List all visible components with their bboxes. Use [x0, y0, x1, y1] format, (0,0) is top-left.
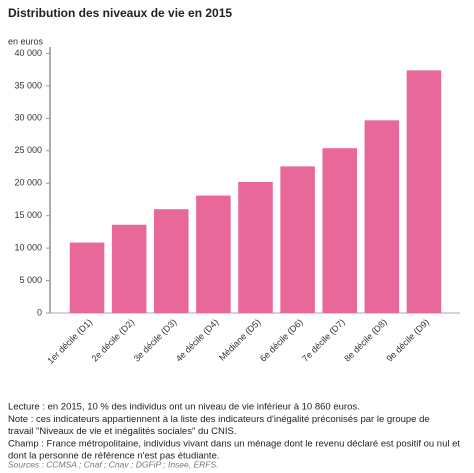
bar: [196, 195, 231, 313]
y-tick-label: 0: [37, 307, 42, 317]
x-tick-label: 3e décile (D3): [132, 317, 179, 364]
note: Champ : France métropolitaine, individus…: [8, 438, 460, 449]
bar: [322, 148, 357, 313]
note: Note : ces indicateurs appartiennent à l…: [8, 414, 430, 425]
x-tick-label: 7e décile (D7): [300, 317, 347, 364]
bar: [364, 120, 400, 313]
y-tick-label: 10 000: [14, 242, 42, 252]
bar: [69, 242, 105, 313]
x-tick-label: 8e décile (D8): [342, 317, 389, 364]
x-tick-label: Médiane (D5): [217, 317, 263, 363]
x-tick-label: 6e décile (D6): [258, 317, 305, 364]
bar: [238, 181, 273, 313]
y-tick-label: 35 000: [14, 80, 42, 90]
bar: [406, 70, 442, 313]
x-tick-label: 2e décile (D2): [90, 317, 137, 364]
bar: [154, 209, 189, 313]
x-tick-label: 1er décile (D1): [45, 317, 94, 366]
y-tick-label: 20 000: [14, 178, 42, 188]
y-tick-label: 40 000: [14, 48, 42, 58]
y-axis-label: en euros: [8, 36, 44, 46]
y-tick-label: 15 000: [14, 210, 42, 220]
note: Lecture : en 2015, 10 % des individus on…: [8, 402, 360, 413]
x-tick-label: 9e décile (D9): [384, 317, 431, 364]
note: travail "Niveaux de vie et inégalités so…: [8, 426, 237, 437]
bar: [111, 224, 147, 313]
bar: [280, 166, 315, 313]
chart-title: Distribution des niveaux de vie en 2015: [8, 6, 232, 20]
x-tick-label: 4e décile (D4): [174, 317, 221, 364]
y-tick-label: 5 000: [19, 275, 42, 285]
y-tick-label: 25 000: [14, 145, 42, 155]
y-tick-label: 30 000: [14, 113, 42, 123]
source: Sources : CCMSA ; Cnaf ; Cnav ; DGFiP ; …: [8, 459, 219, 469]
note: dont la personne de référence n'est pas …: [8, 451, 220, 462]
